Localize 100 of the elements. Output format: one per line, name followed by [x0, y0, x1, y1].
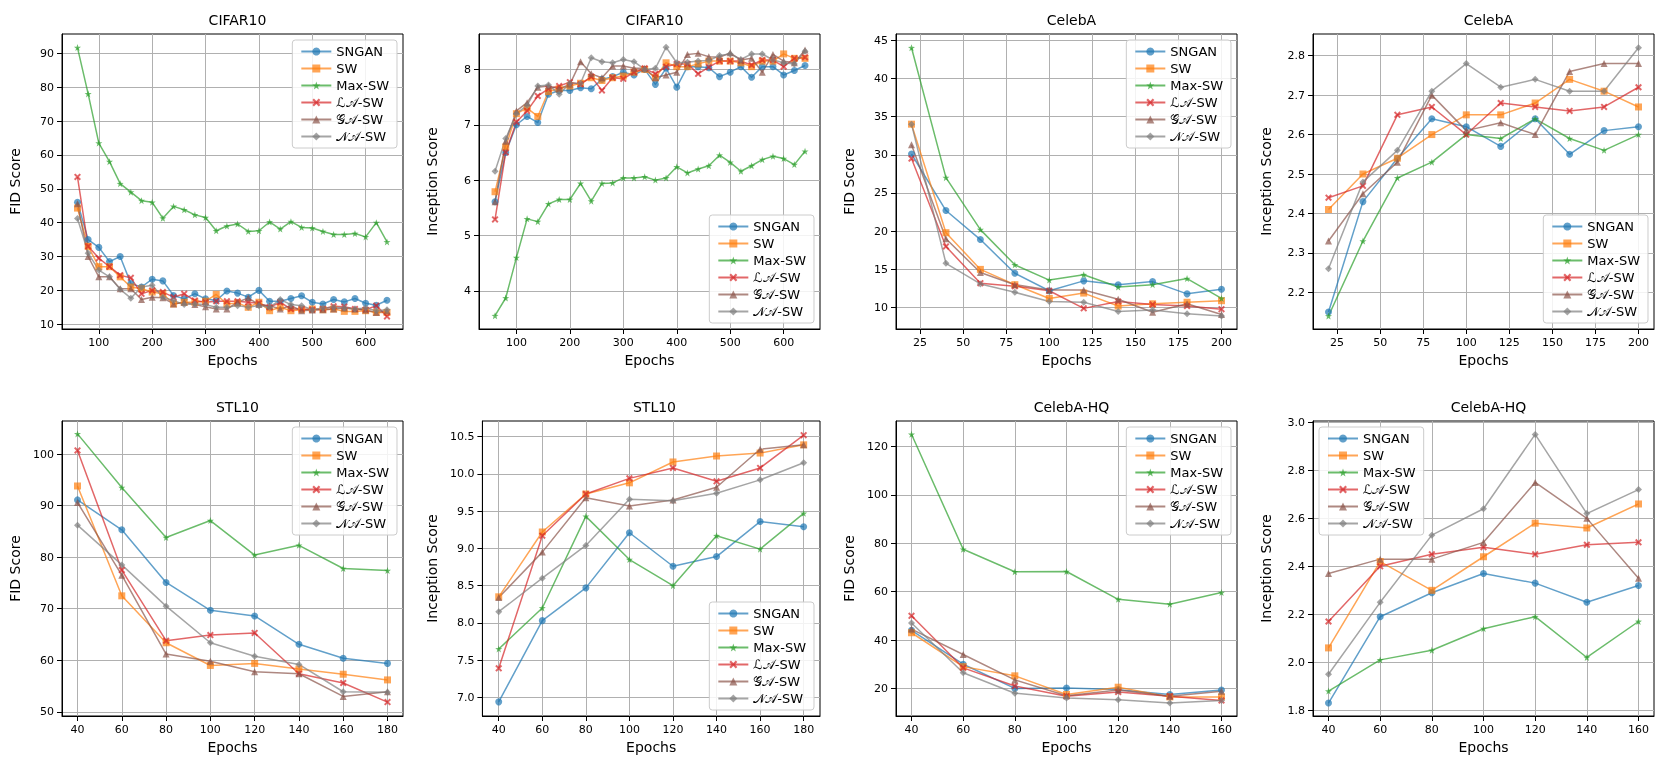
y-tick-label: 20	[40, 283, 54, 297]
x-tick-label: 40	[491, 723, 506, 736]
x-tick-label: 160	[1628, 723, 1649, 736]
x-tick-label: 600	[773, 336, 795, 349]
legend-label: 𝒢𝒜-SW	[753, 674, 801, 689]
legend-label: ℒ𝒜-SW	[1363, 482, 1411, 497]
y-tick-label: 6	[464, 173, 471, 187]
x-tick-label: 60	[1373, 723, 1388, 736]
y-tick-label: 7.0	[456, 690, 475, 704]
y-tick-label: 4	[464, 284, 471, 298]
x-tick-label: 160	[749, 723, 771, 736]
legend-label: Max-SW	[1170, 78, 1224, 93]
legend-label: 𝒢𝒜-SW	[1170, 112, 1218, 127]
legend-label: Max-SW	[1363, 465, 1416, 480]
y-tick-label: 90	[40, 46, 54, 60]
y-tick-label: 8.5	[456, 579, 475, 593]
chart-title: CelebA	[1046, 12, 1097, 28]
x-tick-label: 140	[706, 723, 728, 736]
x-tick-label: 60	[114, 723, 129, 736]
x-tick-label: 200	[559, 336, 581, 349]
legend-label: Max-SW	[336, 465, 390, 480]
y-axis-title: FID Score	[841, 148, 857, 215]
y-tick-label: 2.2	[1287, 285, 1305, 299]
legend-label: 𝒢𝒜-SW	[336, 499, 384, 514]
x-tick-label: 75	[1416, 336, 1431, 349]
y-tick-label: 60	[874, 585, 888, 599]
y-tick-label: 30	[874, 148, 888, 162]
y-tick-label: 30	[40, 250, 54, 264]
legend-label: Max-SW	[1587, 253, 1641, 268]
legend-label: SW	[753, 236, 775, 251]
chart-title: CelebA-HQ	[1450, 399, 1527, 415]
y-tick-label: 50	[40, 705, 54, 719]
x-tick-label: 100	[88, 336, 110, 349]
legend-label: Max-SW	[753, 253, 807, 268]
x-tick-label: 75	[999, 336, 1014, 349]
legend-label: SNGAN	[336, 431, 383, 446]
y-tick-label: 7.5	[456, 653, 475, 667]
legend-label: 𝒢𝒜-SW	[753, 287, 801, 302]
legend-label: Max-SW	[753, 640, 807, 655]
x-tick-label: 140	[1159, 723, 1181, 736]
y-tick-label: 1.8	[1287, 703, 1305, 717]
y-tick-label: 2.3	[1287, 246, 1305, 260]
legend-label: SW	[336, 448, 358, 463]
x-tick-label: 40	[904, 723, 919, 736]
y-axis-title: FID Score	[7, 148, 23, 215]
x-tick-label: 60	[956, 723, 971, 736]
y-tick-label: 2.5	[1287, 167, 1305, 181]
y-tick-label: 25	[874, 186, 888, 200]
x-tick-label: 200	[1211, 336, 1232, 349]
x-tick-label: 100	[505, 336, 527, 349]
x-tick-label: 120	[1524, 723, 1546, 736]
legend-label: SNGAN	[1363, 431, 1410, 446]
x-tick-label: 100	[199, 723, 221, 736]
x-tick-label: 125	[1498, 336, 1520, 349]
y-tick-label: 120	[867, 439, 888, 453]
y-axis-title: FID Score	[7, 535, 23, 602]
y-tick-label: 80	[40, 80, 54, 94]
y-tick-label: 60	[40, 148, 54, 162]
chart-title: STL10	[632, 399, 677, 415]
y-tick-label: 9.5	[456, 504, 475, 518]
x-tick-label: 200	[1628, 336, 1649, 349]
legend-label: ℒ𝒜-SW	[1587, 270, 1635, 285]
legend-label: SNGAN	[1170, 431, 1217, 446]
x-tick-label: 180	[377, 723, 398, 736]
legend-label: 𝒩𝒜-SW	[336, 129, 387, 144]
y-tick-label: 2.2	[1287, 607, 1305, 621]
y-axis-title: FID Score	[841, 535, 857, 602]
y-axis-title: Inception Score	[1258, 514, 1274, 623]
x-tick-label: 500	[719, 336, 741, 349]
legend-label: ℒ𝒜-SW	[753, 657, 801, 672]
y-tick-label: 80	[874, 536, 888, 550]
y-tick-label: 70	[40, 602, 54, 616]
x-axis-title: Epochs	[207, 352, 258, 368]
x-tick-label: 50	[1373, 336, 1388, 349]
x-tick-label: 500	[301, 336, 323, 349]
y-tick-label: 10.5	[449, 430, 475, 444]
x-tick-label: 100	[1455, 336, 1477, 349]
x-axis-title: Epochs	[1458, 739, 1509, 755]
x-tick-label: 80	[1424, 723, 1439, 736]
legend-label: SW	[1170, 61, 1192, 76]
legend-label: 𝒢𝒜-SW	[1587, 287, 1635, 302]
legend-label: ℒ𝒜-SW	[753, 270, 801, 285]
chart-title: CelebA	[1463, 12, 1514, 28]
chart-title: CelebA-HQ	[1033, 399, 1110, 415]
legend-label: SW	[336, 61, 358, 76]
legend-label: 𝒩𝒜-SW	[1170, 516, 1221, 531]
x-tick-label: 120	[1107, 723, 1129, 736]
y-tick-label: 40	[874, 633, 888, 647]
x-axis-title: Epochs	[207, 739, 258, 755]
y-tick-label: 2.6	[1287, 128, 1305, 142]
legend-label: SW	[1170, 448, 1192, 463]
y-tick-label: 10	[874, 301, 888, 315]
y-tick-label: 40	[874, 71, 888, 85]
x-tick-label: 100	[1473, 723, 1494, 736]
x-tick-label: 80	[578, 723, 593, 736]
x-tick-label: 25	[913, 336, 928, 349]
y-tick-label: 100	[33, 447, 54, 461]
x-tick-label: 180	[793, 723, 815, 736]
y-tick-label: 100	[867, 488, 888, 502]
y-tick-label: 35	[874, 110, 888, 124]
